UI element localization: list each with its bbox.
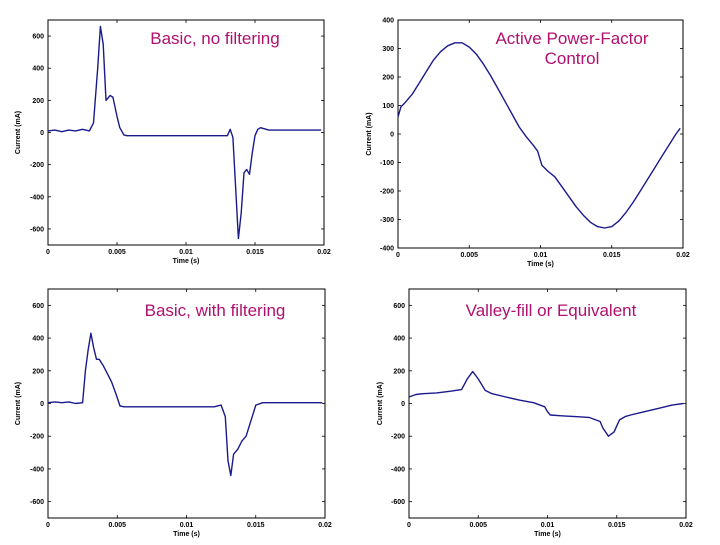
- y-tick-label: -200: [391, 434, 405, 441]
- y-tick-label: 0: [40, 130, 44, 137]
- y-tick-label: 600: [32, 303, 44, 310]
- y-tick-label: 600: [393, 303, 405, 310]
- y-axis-label: Current (mA): [15, 111, 22, 154]
- y-tick-label: -400: [391, 466, 405, 473]
- y-tick-label: -400: [30, 194, 44, 201]
- x-axis-label: Time (s): [534, 531, 561, 538]
- y-tick-label: 200: [32, 98, 44, 105]
- chart-title: Basic, with filtering: [145, 301, 286, 320]
- y-axis-label: Current (mA): [366, 112, 373, 155]
- y-tick-label: 400: [393, 336, 405, 343]
- x-tick-label: 0.01: [180, 522, 194, 529]
- x-tick-label: 0.005: [108, 522, 126, 529]
- x-tick-label: 0.02: [679, 522, 693, 529]
- x-tick-label: 0.015: [246, 249, 264, 256]
- current-series-line: [48, 333, 322, 475]
- chart-title: Basic, no filtering: [150, 29, 279, 48]
- chart-title: Valley-fill or Equivalent: [466, 301, 637, 320]
- y-tick-label: 400: [32, 66, 44, 73]
- x-tick-label: 0.015: [608, 522, 626, 529]
- y-tick-label: 200: [32, 368, 44, 375]
- plot-frame: [48, 20, 324, 245]
- y-tick-label: -200: [30, 434, 44, 441]
- x-tick-label: 0.02: [318, 522, 332, 529]
- y-tick-label: -300: [380, 217, 394, 224]
- y-tick-label: -400: [30, 466, 44, 473]
- y-axis-label: Current (mA): [15, 382, 22, 425]
- x-axis-label: Time (s): [173, 258, 200, 265]
- x-tick-label: 0.015: [247, 522, 265, 529]
- chart-panel-2: 0 0.005 0.01 0.015 0.02 400 300 200 100 0 -100 -200…: [366, 18, 690, 269]
- y-tick-label: -100: [380, 160, 394, 167]
- x-axis-label: Time (s): [527, 261, 554, 268]
- x-tick-label: 0.02: [317, 249, 331, 256]
- y-tick-label: 200: [382, 75, 394, 82]
- plot-frame: [398, 20, 683, 248]
- current-series-line: [409, 372, 683, 437]
- x-tick-label: 0.01: [179, 249, 193, 256]
- y-tick-label: -400: [380, 246, 394, 253]
- y-tick-label: -600: [30, 226, 44, 233]
- plot-frame: [409, 289, 686, 518]
- x-tick-label: 0.005: [108, 249, 126, 256]
- y-tick-label: 400: [32, 336, 44, 343]
- chart-panel-3: 0 0.005 0.01 0.015 0.02 600 400 200 0 -200 -400 -60…: [15, 289, 332, 538]
- x-tick-label: 0: [396, 252, 400, 259]
- y-tick-label: -200: [30, 162, 44, 169]
- y-tick-label: 0: [401, 401, 405, 408]
- x-tick-label: 0.005: [469, 522, 487, 529]
- y-axis-label: Current (mA): [377, 382, 384, 425]
- x-tick-label: 0.01: [534, 252, 548, 259]
- x-tick-label: 0.015: [603, 252, 621, 259]
- x-tick-label: 0.02: [676, 252, 690, 259]
- chart-panel-4: 0 0.005 0.01 0.015 0.02 600 400 200 0 -200 -400 -60…: [377, 289, 693, 538]
- plot-frame: [48, 289, 325, 518]
- current-series-line: [398, 43, 680, 228]
- y-tick-label: 200: [393, 368, 405, 375]
- x-tick-label: 0.005: [460, 252, 478, 259]
- y-tick-label: -600: [30, 499, 44, 506]
- y-tick-label: -200: [380, 189, 394, 196]
- y-tick-label: 400: [382, 18, 394, 25]
- x-axis-label: Time (s): [173, 531, 200, 538]
- x-tick-label: 0: [407, 522, 411, 529]
- y-tick-label: 0: [40, 401, 44, 408]
- current-series-line: [48, 26, 321, 238]
- y-tick-label: 600: [32, 34, 44, 41]
- y-tick-label: -600: [391, 499, 405, 506]
- chart-panel-1: 0 0.005 0.01 0.015 0.02 600 400 200 0 -200 -400 -60…: [15, 20, 331, 265]
- y-tick-label: 100: [382, 103, 394, 110]
- x-tick-label: 0: [46, 249, 50, 256]
- x-tick-label: 0: [46, 522, 50, 529]
- y-tick-label: 0: [390, 132, 394, 139]
- x-tick-label: 0.01: [541, 522, 555, 529]
- y-tick-label: 300: [382, 46, 394, 53]
